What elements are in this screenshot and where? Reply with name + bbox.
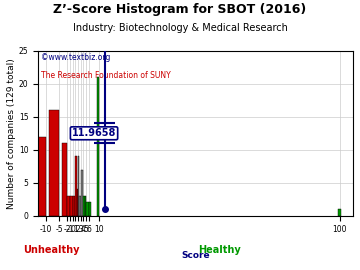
- Bar: [86, 202, 89, 216]
- Text: Unhealthy: Unhealthy: [23, 245, 80, 255]
- Bar: [76, 156, 77, 216]
- X-axis label: Score: Score: [181, 251, 210, 260]
- Bar: [89, 202, 91, 216]
- Bar: [85, 196, 86, 216]
- Bar: [62, 143, 67, 216]
- Text: 11.9658: 11.9658: [72, 128, 116, 138]
- Bar: [67, 196, 70, 216]
- Bar: [78, 156, 80, 216]
- Text: Healthy: Healthy: [198, 245, 241, 255]
- Text: ©www.textbiz.org: ©www.textbiz.org: [41, 53, 111, 62]
- Bar: [38, 137, 46, 216]
- Text: The Research Foundation of SUNY: The Research Foundation of SUNY: [41, 71, 171, 80]
- Bar: [73, 196, 76, 216]
- Bar: [84, 196, 85, 216]
- Bar: [70, 196, 73, 216]
- Bar: [81, 170, 84, 216]
- Text: Z’-Score Histogram for SBOT (2016): Z’-Score Histogram for SBOT (2016): [53, 3, 307, 16]
- Bar: [97, 77, 99, 216]
- Bar: [80, 196, 81, 216]
- Bar: [77, 189, 78, 216]
- Y-axis label: Number of companies (129 total): Number of companies (129 total): [7, 58, 16, 209]
- Bar: [338, 209, 341, 216]
- Text: Industry: Biotechnology & Medical Research: Industry: Biotechnology & Medical Resear…: [73, 23, 287, 33]
- Bar: [49, 110, 59, 216]
